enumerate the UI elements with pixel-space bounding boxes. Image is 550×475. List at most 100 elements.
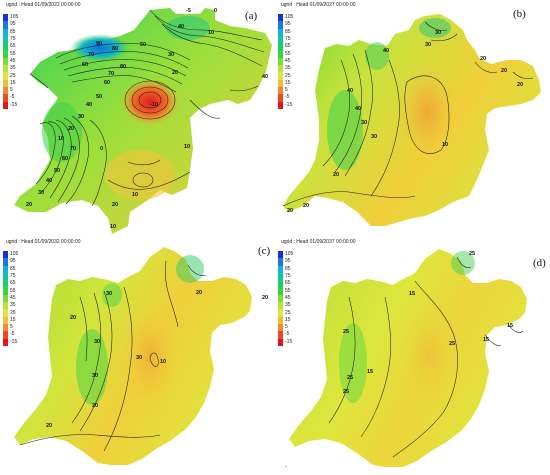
contour-label: 15 xyxy=(483,337,489,343)
legend-value: 105 xyxy=(285,251,294,258)
contour-label: 50 xyxy=(96,94,102,100)
legend-swatch xyxy=(278,251,283,259)
legend-value: 85 xyxy=(10,28,16,35)
legend-swatch xyxy=(278,302,283,310)
legend-value: 25 xyxy=(285,309,291,316)
contour-label: 40 xyxy=(178,24,184,30)
legend-swatch xyxy=(278,294,283,303)
contour-lines xyxy=(282,21,534,207)
contour-label: 15 xyxy=(507,323,513,329)
legend-value: 35 xyxy=(10,302,16,309)
legend-swatch xyxy=(3,79,8,87)
legend-swatch xyxy=(278,280,283,288)
contour-label: 20 xyxy=(172,70,178,76)
legend-item: 75 xyxy=(278,35,304,44)
legend-value: 45 xyxy=(10,57,16,64)
legend-value: 45 xyxy=(285,294,291,301)
contour-label: 50 xyxy=(54,168,60,174)
legend-value: 55 xyxy=(285,50,291,57)
panel-label: (c) xyxy=(258,245,271,257)
contour-label: 20 xyxy=(287,208,293,214)
legend-item: 85 xyxy=(278,28,304,36)
panel-b: ugrid : Head 01/09/2027 00:00:00 (b) 105… xyxy=(275,0,550,237)
legend-value: 25 xyxy=(10,309,16,316)
legend-swatch xyxy=(3,316,8,324)
legend-swatch xyxy=(278,43,283,51)
contour-value-labels: 30 20 20 30 30 20 30 20 10 20 xyxy=(46,290,268,429)
contour-label: 70 xyxy=(108,71,114,77)
legend-item: 105 xyxy=(278,251,304,259)
contour-lines xyxy=(29,9,265,207)
contour-label: 40 xyxy=(262,74,268,80)
legend-value: 55 xyxy=(285,287,291,294)
color-legend: 105 95 85 75 65 55 45 35 25 15 5 -5 -15 xyxy=(3,14,29,109)
legend-item: 45 xyxy=(3,294,29,303)
legend-swatch xyxy=(3,72,8,80)
legend-swatch xyxy=(3,65,8,73)
contour-label: 80 xyxy=(120,64,126,70)
contour-label: 20 xyxy=(303,203,309,209)
legend-swatch xyxy=(3,338,8,346)
contour-label: 40 xyxy=(347,88,353,94)
legend-item: 85 xyxy=(3,265,29,273)
legend-swatch xyxy=(3,272,8,281)
contour-label: 20 xyxy=(517,82,523,88)
contour-label: 0 xyxy=(214,8,217,14)
legend-value: -5 xyxy=(285,331,290,338)
contour-label: 10 xyxy=(442,142,448,148)
legend-item: -5 xyxy=(3,331,29,339)
legend-swatch xyxy=(3,14,8,22)
legend-value: 95 xyxy=(10,21,16,28)
legend-value: 65 xyxy=(10,43,16,50)
legend-item: 15 xyxy=(278,79,304,87)
legend-value: -15 xyxy=(10,338,18,345)
legend-value: -15 xyxy=(10,101,18,108)
legend-swatch xyxy=(278,35,283,44)
legend-item: 65 xyxy=(3,280,29,288)
contour-label: 10 xyxy=(160,359,166,365)
legend-value: 5 xyxy=(10,87,13,94)
legend-swatch xyxy=(278,258,283,266)
legend-item: 55 xyxy=(278,50,304,58)
legend-item: 5 xyxy=(278,86,304,95)
legend-value: -5 xyxy=(285,94,290,101)
legend-value: 95 xyxy=(10,258,16,265)
legend-swatch xyxy=(3,251,8,259)
legend-value: 85 xyxy=(285,28,291,35)
legend-value: 35 xyxy=(10,65,16,72)
legend-value: 85 xyxy=(10,265,16,272)
contour-label: 50 xyxy=(140,42,146,48)
legend-value: 15 xyxy=(285,79,291,86)
contour-label: 25 xyxy=(449,341,455,347)
legend-item: 5 xyxy=(3,323,29,332)
legend-value: 5 xyxy=(285,324,288,331)
head-contour-map: 9080706050403020100-580706050403020100-1… xyxy=(14,8,272,234)
panel-label: (d) xyxy=(533,257,546,269)
legend-item: -15 xyxy=(3,338,29,346)
contour-label: -5 xyxy=(186,8,191,14)
legend-swatch xyxy=(3,43,8,51)
panel-title: ugrid : Head 01/09/2022 00:00:00 xyxy=(6,2,81,8)
contour-label: 20 xyxy=(46,423,52,429)
legend-value: 45 xyxy=(10,294,16,301)
legend-swatch xyxy=(3,35,8,44)
legend-swatch xyxy=(278,287,283,295)
legend-value: 65 xyxy=(285,43,291,50)
legend-value: 55 xyxy=(10,50,16,57)
legend-item: -15 xyxy=(278,338,304,346)
panel-label: (b) xyxy=(513,8,526,20)
legend-item: 75 xyxy=(278,272,304,281)
legend-swatch xyxy=(278,323,283,332)
panel-label: (a) xyxy=(245,10,258,22)
legend-swatch xyxy=(278,21,283,29)
legend-item: 65 xyxy=(278,43,304,51)
color-legend: 105 95 85 75 65 55 45 35 25 15 5 -5 -15 xyxy=(278,251,304,346)
legend-item: 95 xyxy=(278,21,304,29)
panel-d: ugrid : Head 01/09/2037 00:00:00 (d) 105… xyxy=(275,237,550,474)
legend-item: 65 xyxy=(3,43,29,51)
legend-value: 15 xyxy=(10,316,16,323)
head-contour-map: 25 25 15 25 25 15 15 25 15 xyxy=(289,249,527,467)
contour-label: 20 xyxy=(92,403,98,409)
legend-value: -15 xyxy=(285,338,293,345)
legend-swatch xyxy=(278,316,283,324)
